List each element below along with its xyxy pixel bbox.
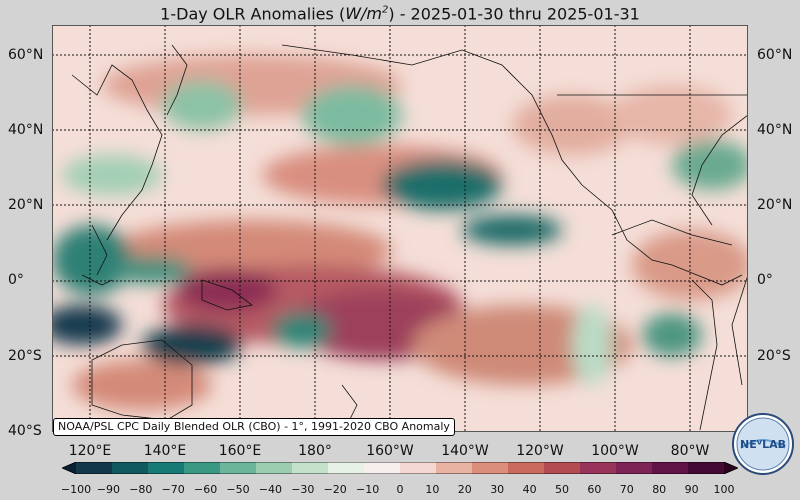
colorbar-tick-label: 100 — [713, 483, 735, 496]
lon-label-140e: 140°E — [143, 443, 187, 459]
colorbar-cell — [76, 462, 113, 474]
colorbar-tick-label: −40 — [258, 483, 282, 496]
colorbar-tick-label: 80 — [652, 483, 667, 496]
lon-label-160e: 160°E — [218, 443, 262, 459]
colorbar — [62, 462, 738, 474]
colorbar-tick-label: 20 — [457, 483, 472, 496]
lon-label-160w: 160°W — [366, 443, 414, 459]
olr-anomaly-map — [52, 25, 748, 432]
lat-label-20n-left: 20°N — [8, 197, 44, 213]
nevlab-logo: NEⱽLAB — [732, 413, 794, 475]
colorbar-cell — [472, 462, 509, 474]
colorbar-cell — [508, 462, 545, 474]
lat-label-60n-right: 60°N — [757, 47, 793, 63]
colorbar-tick-label: −10 — [355, 483, 380, 496]
map-title: 1-Day OLR Anomalies (W/m2) - 2025-01-30 … — [160, 4, 640, 24]
lat-label-20n-right: 20°N — [757, 197, 793, 213]
colorbar-tick-label: −60 — [193, 483, 218, 496]
colorbar-tick-label: 30 — [490, 483, 505, 496]
colorbar-tick-label: 50 — [555, 483, 569, 496]
lat-label-eq-left: 0° — [8, 272, 24, 288]
colorbar-cell — [400, 462, 437, 474]
lon-label-80w: 80°W — [670, 443, 710, 459]
lat-label-40n-left: 40°N — [8, 122, 44, 138]
lon-label-120w: 120°W — [516, 443, 564, 459]
colorbar-cell — [256, 462, 293, 474]
colorbar-tick-label: −20 — [323, 483, 347, 496]
colorbar-tick-label: 0 — [396, 483, 404, 496]
graticule — [52, 25, 748, 432]
logo-text: NEⱽLAB — [740, 438, 786, 451]
anomaly-field — [52, 55, 748, 410]
lat-label-40s-left: 40°S — [8, 423, 42, 439]
lat-label-20s-left: 20°S — [8, 348, 42, 364]
colorbar-cell — [148, 462, 185, 474]
colorbar-cell — [220, 462, 257, 474]
colorbar-cell — [62, 462, 76, 474]
lat-label-eq-right: 0° — [757, 272, 773, 288]
colorbar-tick-label: 90 — [684, 483, 699, 496]
colorbar-cell — [544, 462, 581, 474]
colorbar-tick-label: −50 — [226, 483, 250, 496]
colorbar-cell — [112, 462, 149, 474]
colorbar-tick-label: −80 — [129, 483, 153, 496]
colorbar-cell — [364, 462, 401, 474]
colorbar-cell — [184, 462, 221, 474]
lon-label-120e: 120°E — [68, 443, 112, 459]
colorbar-cell — [616, 462, 653, 474]
colorbar-cell — [328, 462, 365, 474]
colorbar-tick-label: 40 — [522, 483, 537, 496]
colorbar-tick-label: −70 — [161, 483, 185, 496]
colorbar-tick-label: 10 — [425, 483, 440, 496]
lon-label-100w: 100°W — [591, 443, 639, 459]
lat-label-40n-right: 40°N — [757, 122, 793, 138]
colorbar-tick-label: 70 — [619, 483, 634, 496]
colorbar-tick-label: −90 — [96, 483, 120, 496]
lon-label-140w: 140°W — [441, 443, 489, 459]
colorbar-cell — [436, 462, 473, 474]
colorbar-cell — [652, 462, 689, 474]
colorbar-cell — [724, 462, 738, 474]
colorbar-cell — [292, 462, 329, 474]
colorbar-cell — [580, 462, 617, 474]
colorbar-tick-label: 60 — [587, 483, 602, 496]
lon-label-180: 180° — [298, 443, 332, 459]
data-source-note: NOAA/PSL CPC Daily Blended OLR (CBO) - 1… — [53, 418, 455, 436]
lat-label-60n-left: 60°N — [8, 47, 44, 63]
colorbar-tick-label: −100 — [60, 483, 92, 496]
colorbar-tick-label: −30 — [291, 483, 315, 496]
colorbar-cell — [688, 462, 725, 474]
lat-label-20s-right: 20°S — [757, 348, 791, 364]
